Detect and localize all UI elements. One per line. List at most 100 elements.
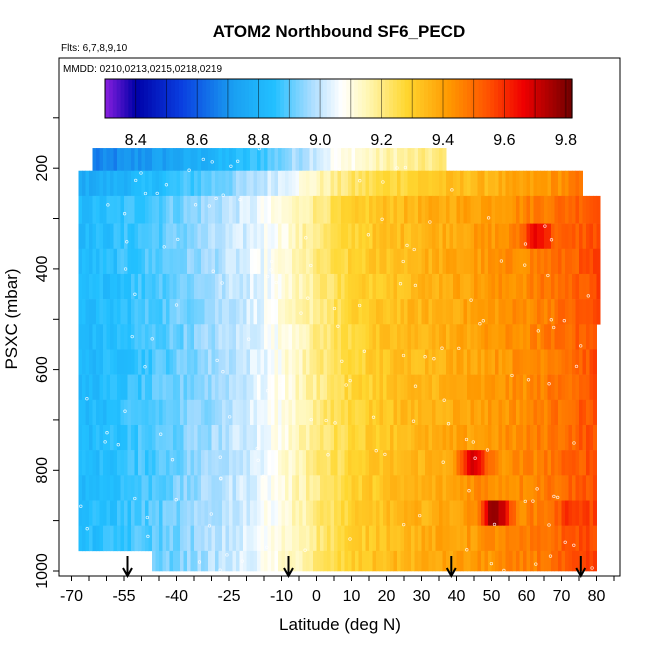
heatmap-cell <box>141 324 146 350</box>
sample-dot <box>125 240 129 244</box>
sample-dot <box>306 296 310 300</box>
heatmap-cell <box>344 223 349 250</box>
heatmap-cell <box>572 248 576 275</box>
heatmap-cell <box>372 273 377 300</box>
heatmap-cell <box>568 475 573 501</box>
heatmap-cell <box>425 248 429 275</box>
heatmap-cell <box>509 525 513 552</box>
heatmap-cell <box>239 223 244 250</box>
heatmap-cell <box>257 550 261 572</box>
heatmap-cell <box>264 500 268 526</box>
heatmap-cell <box>505 324 510 350</box>
sample-dot <box>225 553 229 557</box>
heatmap-cell <box>264 550 268 572</box>
heatmap-cell <box>99 299 104 325</box>
heatmap-cell <box>519 349 524 375</box>
sample-dot <box>549 318 553 322</box>
heatmap-cell <box>327 374 331 401</box>
heatmap-cell <box>355 299 359 325</box>
heatmap-cell <box>446 195 450 224</box>
heatmap-cell <box>173 475 177 501</box>
heatmap-cell <box>106 525 111 552</box>
heatmap-cell <box>582 475 587 501</box>
heatmap-cell <box>236 223 240 250</box>
heatmap-cell <box>197 148 202 172</box>
heatmap-cell <box>421 223 426 250</box>
heatmap-cell <box>453 223 457 250</box>
heatmap-cell <box>229 248 233 275</box>
heatmap-cell <box>544 223 548 250</box>
heatmap-cell <box>264 324 268 350</box>
colorbar-segment <box>404 79 410 118</box>
heatmap-cell <box>379 299 384 325</box>
heatmap-cell <box>540 349 545 375</box>
heatmap-cell <box>351 299 356 325</box>
heatmap-cell <box>512 223 517 250</box>
heatmap-cell <box>110 223 114 250</box>
heatmap-cell <box>498 450 503 476</box>
heatmap-cell <box>320 399 324 426</box>
heatmap-cell <box>572 500 576 526</box>
heatmap-cell <box>222 500 226 526</box>
heatmap-cell <box>201 450 205 476</box>
heatmap-cell <box>225 223 230 250</box>
heatmap-cell <box>439 273 443 300</box>
sample-dot <box>348 378 352 383</box>
sample-dot <box>572 441 576 445</box>
heatmap-cell <box>127 299 132 325</box>
sample-dot <box>471 440 475 444</box>
heatmap-cell <box>113 450 118 476</box>
heatmap-cell <box>582 324 587 350</box>
heatmap-cell <box>369 399 373 426</box>
heatmap-cell <box>134 450 139 476</box>
colorbar-tick-label: 8.4 <box>125 132 147 149</box>
heatmap-cell <box>568 424 573 451</box>
heatmap-cell <box>526 424 531 451</box>
heatmap-cell <box>257 399 261 426</box>
heatmap-cell <box>334 399 338 426</box>
heatmap-cell <box>187 450 191 476</box>
heatmap-cell <box>292 299 296 325</box>
heatmap-cell <box>124 349 128 375</box>
heatmap-cell <box>554 273 559 300</box>
heatmap-cell <box>572 170 576 197</box>
heatmap-cell <box>362 374 366 401</box>
heatmap-cell <box>327 299 331 325</box>
heatmap-cell <box>568 170 573 197</box>
heatmap-cell <box>586 349 590 375</box>
heatmap-cell <box>197 248 202 275</box>
heatmap-cell <box>194 223 198 250</box>
heatmap-cell <box>397 148 401 172</box>
heatmap-cell <box>211 273 216 300</box>
heatmap-cell <box>467 299 471 325</box>
colorbar-segment <box>159 79 164 118</box>
heatmap-cell <box>582 273 587 300</box>
heatmap-cell <box>106 349 111 375</box>
heatmap-cell <box>190 374 195 401</box>
heatmap-cell <box>358 550 363 572</box>
heatmap-cell <box>278 475 282 501</box>
heatmap-cell <box>512 450 517 476</box>
heatmap-cell <box>383 525 387 552</box>
heatmap-cell <box>155 223 160 250</box>
heatmap-cell <box>246 170 251 197</box>
heatmap-cell <box>103 500 107 526</box>
heatmap-cell <box>575 399 580 426</box>
heatmap-cell <box>530 500 534 526</box>
heatmap-cell <box>89 349 93 375</box>
heatmap-cell <box>285 195 289 224</box>
heatmap-cell <box>411 248 415 275</box>
heatmap-cell <box>425 349 429 375</box>
heatmap-cell <box>446 475 450 501</box>
heatmap-cell <box>432 273 436 300</box>
colorbar <box>104 78 573 119</box>
heatmap-cell <box>334 223 338 250</box>
sample-dot <box>562 319 566 323</box>
heatmap-cell <box>148 299 153 325</box>
heatmap-cell <box>194 170 198 197</box>
heatmap-cell <box>169 399 174 426</box>
sample-dot <box>523 242 528 246</box>
heatmap-cell <box>519 450 524 476</box>
heatmap-cell <box>376 374 380 401</box>
sample-dot <box>371 415 376 419</box>
